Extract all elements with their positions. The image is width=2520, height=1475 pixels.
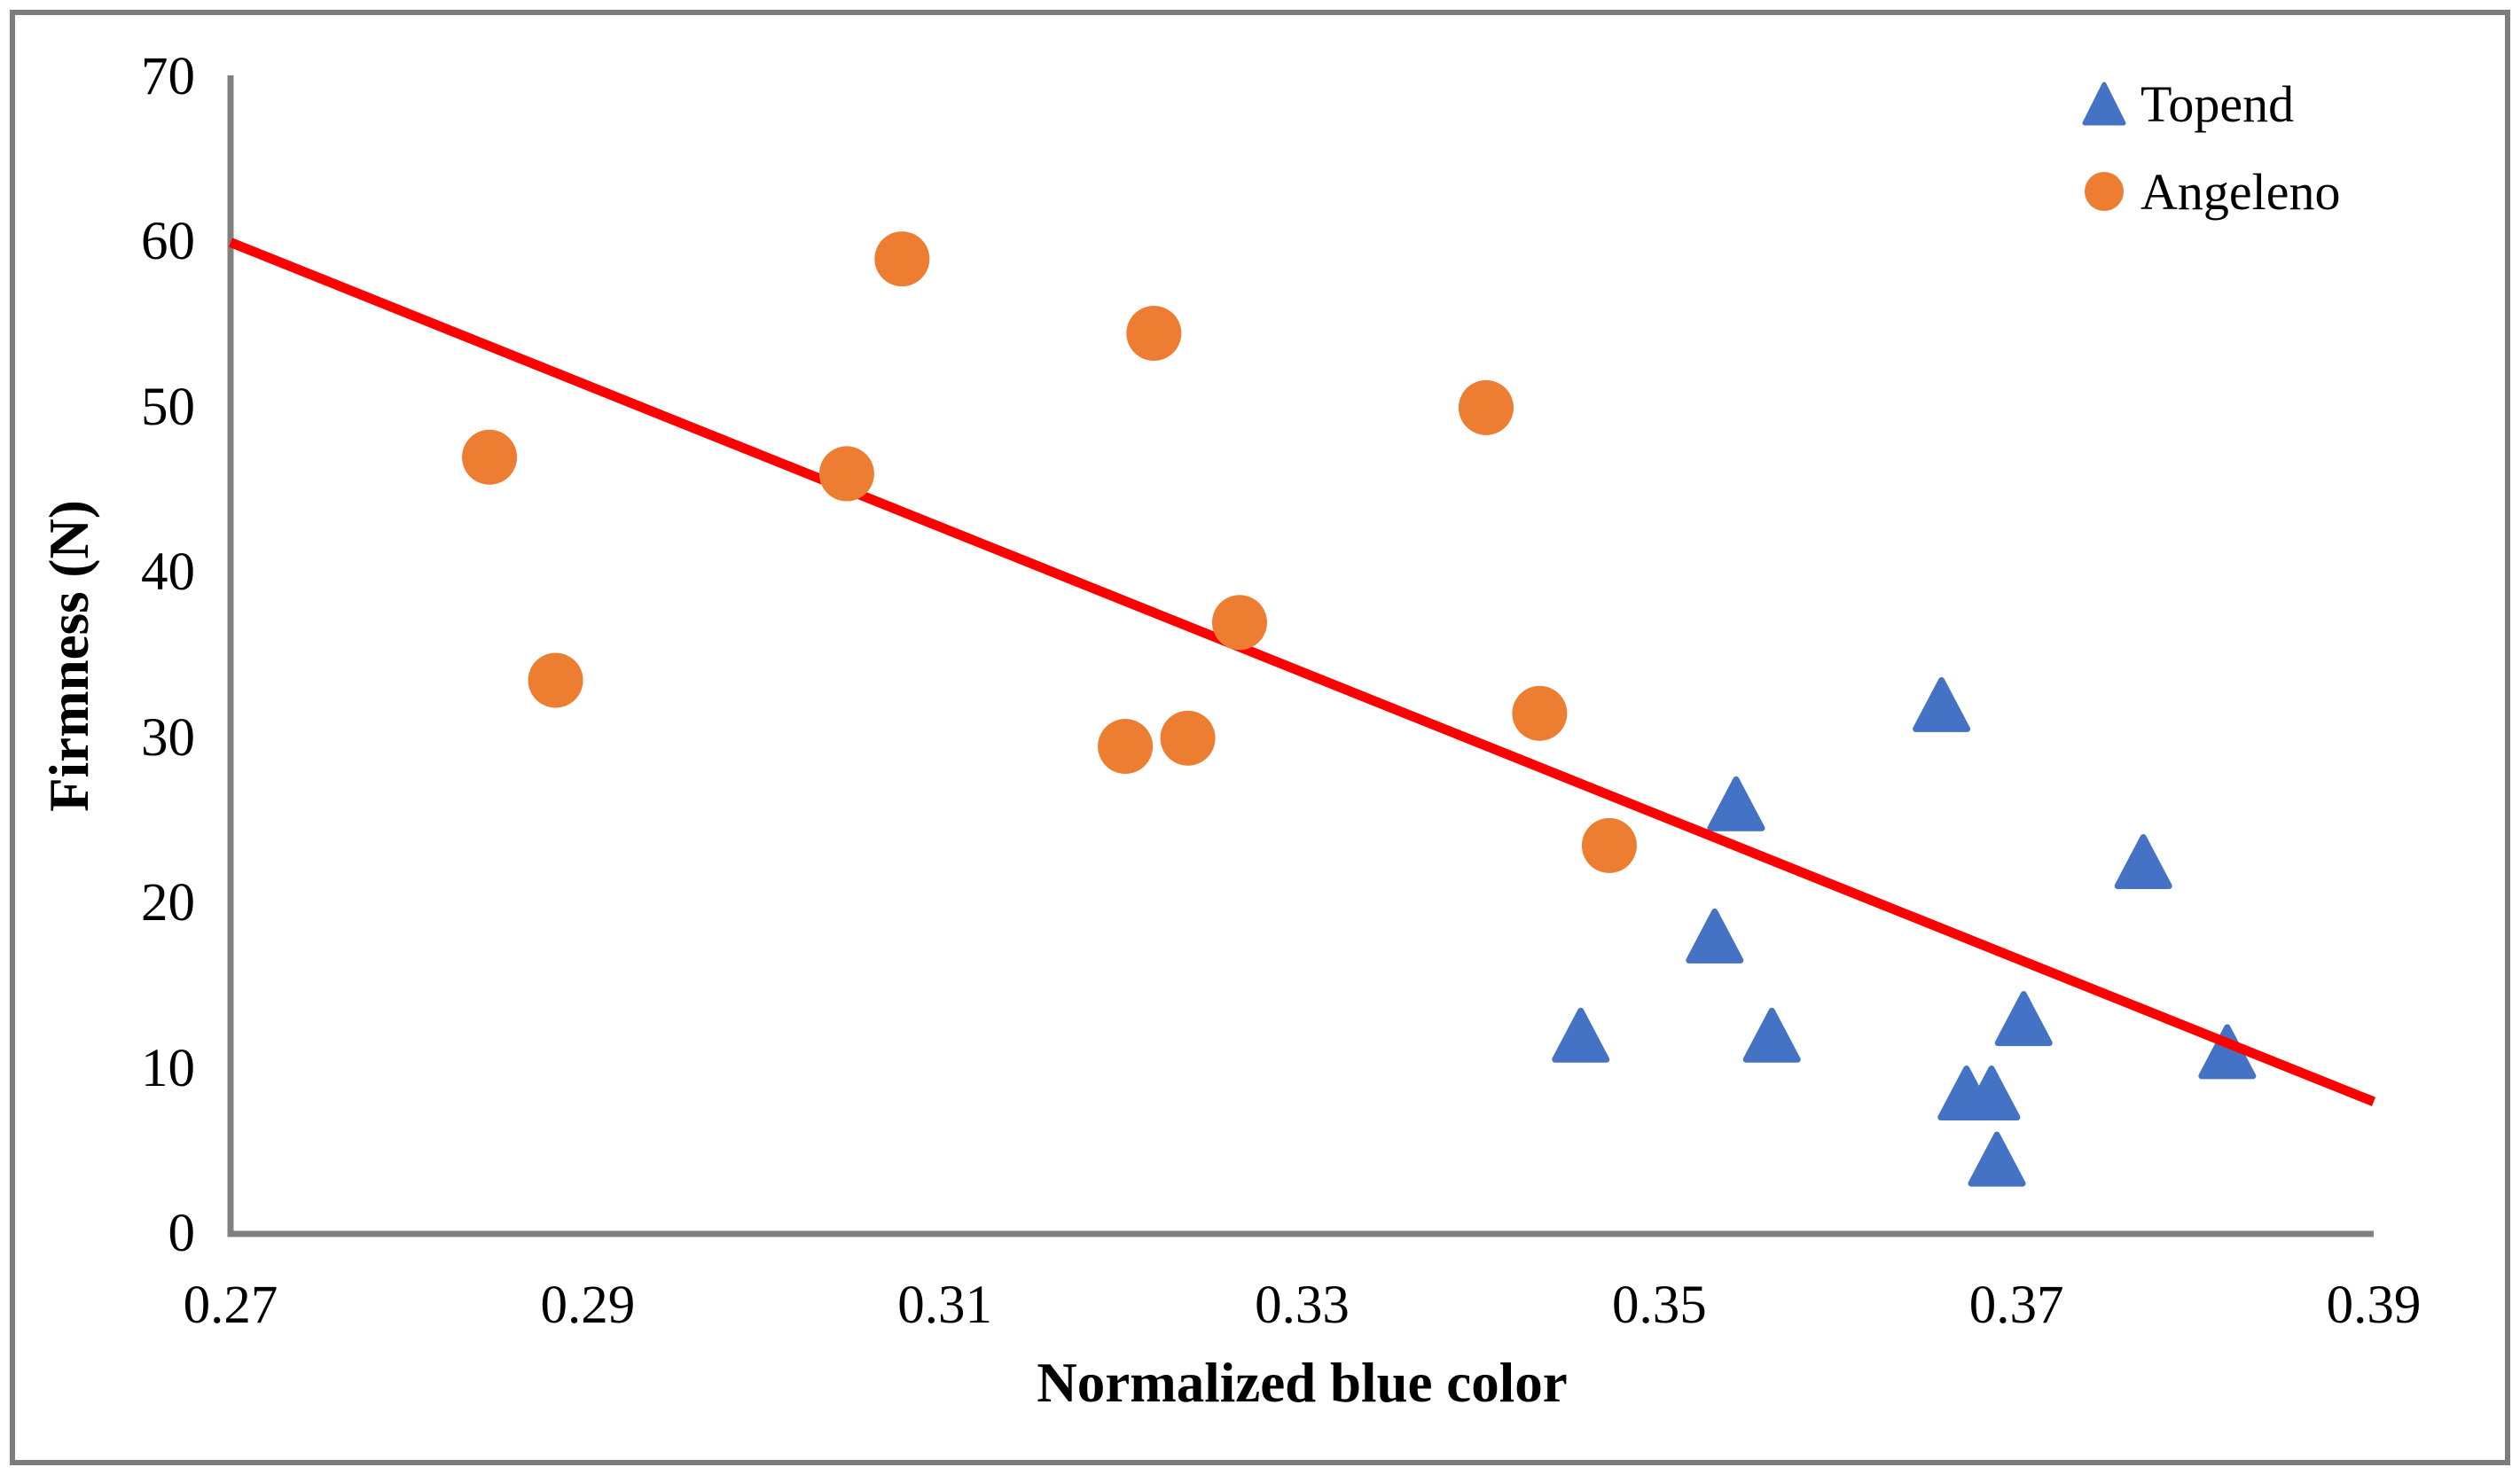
angeleno-circle-icon <box>2085 172 2124 211</box>
legend-item-topend: Topend <box>2082 69 2341 138</box>
y-axis-title: Firmness (N) <box>38 500 100 812</box>
data-point-topend <box>1552 1007 1610 1063</box>
data-point-angeleno <box>1512 685 1568 741</box>
data-point-topend <box>1968 1131 2026 1187</box>
data-point-angeleno <box>818 446 874 502</box>
y-tick-label: 60 <box>141 212 195 272</box>
data-point-angeleno <box>1098 719 1154 775</box>
y-tick-label: 50 <box>141 377 195 437</box>
data-point-angeleno <box>528 652 583 708</box>
data-point-angeleno <box>1212 595 1268 651</box>
data-point-angeleno <box>874 231 930 287</box>
y-tick-label: 70 <box>141 47 195 106</box>
data-point-topend <box>1962 1065 2021 1121</box>
data-point-topend <box>1686 908 1744 964</box>
x-tick-label: 0.27 <box>183 1276 278 1335</box>
data-point-topend <box>1742 1007 1801 1063</box>
x-tick-label: 0.33 <box>1255 1276 1350 1335</box>
x-axis-title: Normalized blue color <box>1037 1352 1568 1414</box>
trend-line <box>228 238 2376 1106</box>
data-point-angeleno <box>1581 817 1637 873</box>
data-point-topend <box>1707 776 1765 831</box>
legend: Topend Angeleno <box>2082 69 2341 226</box>
y-tick-label: 10 <box>141 1038 195 1098</box>
x-tick-label: 0.35 <box>1611 1276 1707 1335</box>
data-point-topend <box>1994 991 2053 1047</box>
legend-label-topend: Topend <box>2140 74 2295 133</box>
figure-border <box>10 10 2510 1465</box>
x-tick-label: 0.29 <box>540 1276 636 1335</box>
data-point-angeleno <box>1126 305 1182 361</box>
data-point-topend <box>1913 676 1971 732</box>
y-tick-label: 20 <box>141 873 195 933</box>
data-point-angeleno <box>1160 710 1216 766</box>
legend-item-angeleno: Angeleno <box>2082 157 2341 226</box>
x-tick-label: 0.37 <box>1968 1276 2064 1335</box>
legend-label-angeleno: Angeleno <box>2140 162 2341 221</box>
y-tick-label: 0 <box>168 1204 196 1263</box>
y-tick-label: 30 <box>141 707 195 768</box>
data-point-angeleno <box>462 429 518 485</box>
data-point-topend <box>2114 834 2172 890</box>
x-tick-label: 0.31 <box>897 1276 993 1335</box>
x-tick-label: 0.39 <box>2326 1276 2422 1335</box>
topend-triangle-icon <box>2082 82 2126 126</box>
y-tick-label: 40 <box>141 542 195 603</box>
data-point-angeleno <box>1458 379 1514 435</box>
